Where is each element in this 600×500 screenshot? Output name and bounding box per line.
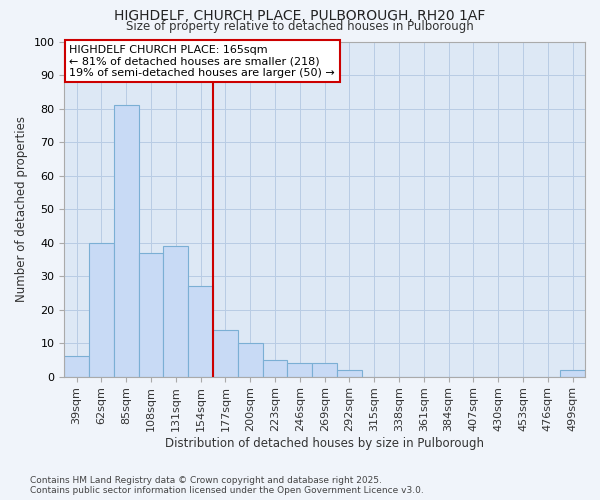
- Text: Contains public sector information licensed under the Open Government Licence v3: Contains public sector information licen…: [30, 486, 424, 495]
- Bar: [238, 343, 263, 376]
- Text: HIGHDELF, CHURCH PLACE, PULBOROUGH, RH20 1AF: HIGHDELF, CHURCH PLACE, PULBOROUGH, RH20…: [115, 9, 485, 23]
- Bar: [114, 105, 139, 376]
- Bar: [287, 363, 312, 376]
- Text: Size of property relative to detached houses in Pulborough: Size of property relative to detached ho…: [126, 20, 474, 33]
- Bar: [139, 252, 163, 376]
- X-axis label: Distribution of detached houses by size in Pulborough: Distribution of detached houses by size …: [165, 437, 484, 450]
- Bar: [337, 370, 362, 376]
- Bar: [89, 242, 114, 376]
- Text: HIGHDELF CHURCH PLACE: 165sqm
← 81% of detached houses are smaller (218)
19% of : HIGHDELF CHURCH PLACE: 165sqm ← 81% of d…: [70, 45, 335, 78]
- Bar: [312, 363, 337, 376]
- Text: Contains HM Land Registry data © Crown copyright and database right 2025.: Contains HM Land Registry data © Crown c…: [30, 476, 382, 485]
- Bar: [213, 330, 238, 376]
- Bar: [163, 246, 188, 376]
- Bar: [64, 356, 89, 376]
- Bar: [263, 360, 287, 376]
- Bar: [560, 370, 585, 376]
- Y-axis label: Number of detached properties: Number of detached properties: [15, 116, 28, 302]
- Bar: [188, 286, 213, 376]
